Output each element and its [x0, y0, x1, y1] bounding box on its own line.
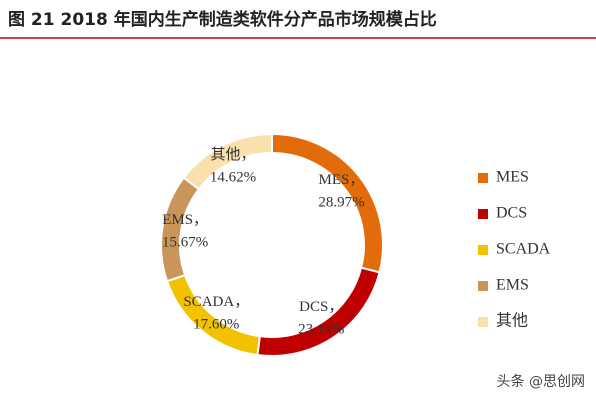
data-label-value: 14.62%	[210, 170, 256, 186]
chart-title: 图 21 2018 年国内生产制造类软件分产品市场规模占比	[8, 9, 437, 30]
legend-label: DCS	[496, 205, 527, 222]
data-label-category: EMS	[162, 212, 193, 228]
legend-label: 其他	[496, 312, 528, 330]
legend-label: MES	[496, 169, 529, 186]
legend-label: EMS	[496, 277, 529, 294]
data-label-category: 其他	[210, 147, 240, 164]
data-label-category: MES	[319, 172, 350, 188]
data-label-value: 17.60%	[193, 317, 239, 333]
watermark: 头条 @思创网	[497, 373, 585, 390]
data-label-separator: ，	[328, 299, 343, 315]
data-label: DCS，	[299, 299, 343, 315]
data-label-separator: ，	[240, 148, 255, 164]
donut-segment	[160, 176, 201, 283]
legend-swatch	[478, 245, 488, 255]
data-label-value: 15.67%	[162, 234, 208, 250]
data-label: MES，	[319, 172, 365, 188]
legend-swatch	[478, 209, 488, 219]
donut-segment	[165, 273, 261, 357]
data-label: 其他，	[210, 147, 255, 164]
data-label-separator: ，	[234, 295, 249, 311]
data-label: EMS，	[162, 212, 208, 228]
data-label-category: DCS	[299, 299, 328, 315]
data-label: SCADA，	[183, 295, 249, 311]
legend-swatch	[478, 173, 488, 183]
data-label-separator: ，	[193, 212, 208, 228]
data-label-separator: ，	[349, 172, 364, 188]
data-label-value: 23.14%	[298, 321, 344, 337]
data-label-value: 28.97%	[318, 194, 364, 210]
legend-swatch	[478, 317, 488, 327]
legend-swatch	[478, 281, 488, 291]
donut-segment	[182, 132, 273, 191]
legend-label: SCADA	[496, 241, 551, 258]
data-label-category: SCADA	[183, 295, 234, 311]
